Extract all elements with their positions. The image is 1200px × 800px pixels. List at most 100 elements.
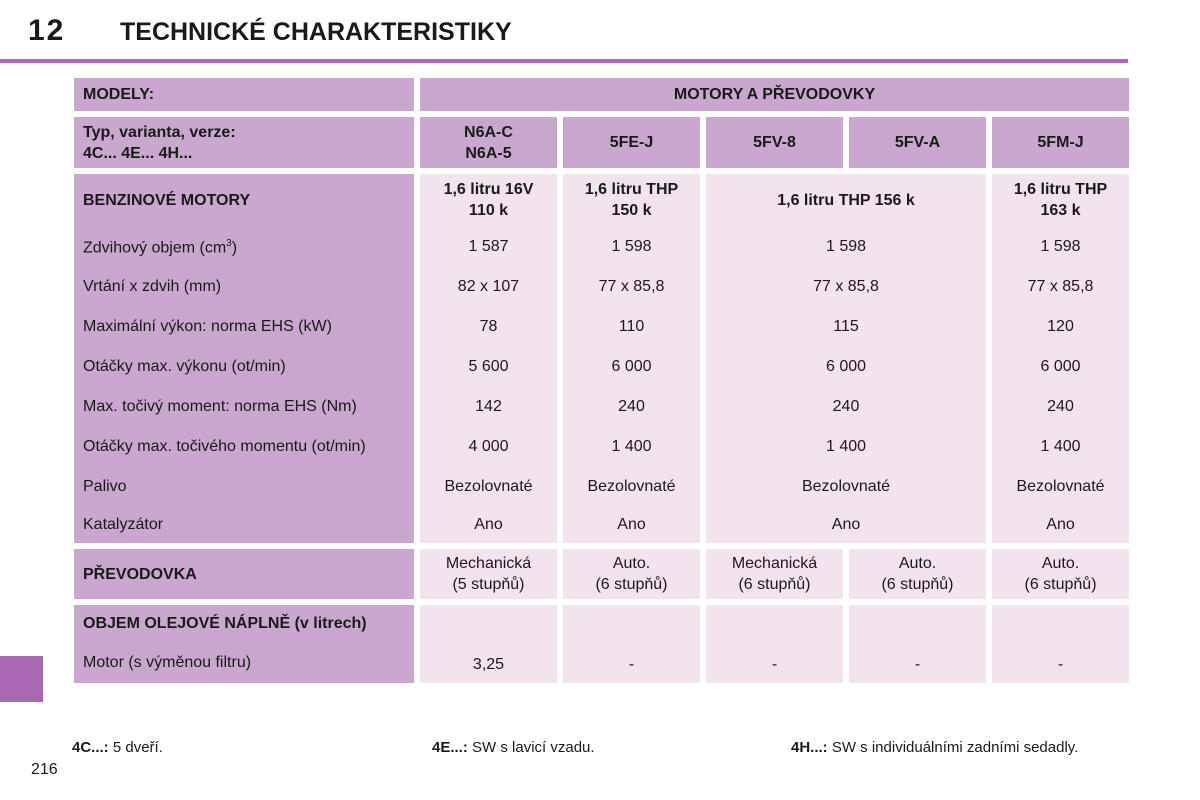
gearbox-gears: (6 stupňů) [595, 576, 668, 593]
group-label: MOTORY A PŘEVODOVKY [420, 78, 1130, 111]
row-label: Motor (s výměnou filtru) [74, 641, 414, 683]
cell-value: Ano [706, 506, 986, 543]
type-code: N6A-C [464, 123, 513, 141]
chapter-number: 12 [28, 14, 66, 47]
type-code: N6A-5 [465, 144, 512, 162]
gearbox-cell: Auto. (6 stupňů) [849, 549, 986, 599]
cell-value: 1 587 [420, 226, 557, 266]
cell-value: Ano [420, 506, 557, 543]
table-row: Vrtání x zdvih (mm) 82 x 107 77 x 85,8 7… [74, 266, 1130, 306]
row-label: Otáčky max. točivého momentu (ot/min) [74, 426, 414, 466]
page-number: 216 [31, 761, 58, 778]
cell-value: Ano [563, 506, 700, 543]
oil-capacity-header-row: OBJEM OLEJOVÉ NÁPLNĚ (v litrech) 3,25 - … [74, 605, 1130, 683]
type-code: 5FV-A [849, 117, 986, 168]
table-row: Zdvihový objem (cm3) 1 587 1 598 1 598 1… [74, 226, 1130, 266]
cell-value: 4 000 [420, 426, 557, 466]
oil-value: 3,25 [420, 605, 557, 683]
type-code-cell: N6A-C N6A-5 [420, 117, 557, 168]
cell-value: 1 400 [992, 426, 1130, 466]
cell-value: 5 600 [420, 346, 557, 386]
footnote: 4E...: SW s lavicí vzadu. [432, 739, 595, 756]
cell-value: 77 x 85,8 [706, 266, 986, 306]
cell-value: 1 598 [563, 226, 700, 266]
cell-value: 240 [706, 386, 986, 426]
type-label-line: 4C... 4E... 4H... [83, 144, 193, 162]
gearbox-type: Auto. [898, 555, 937, 572]
title-divider [0, 59, 1128, 63]
cell-value: 77 x 85,8 [563, 266, 700, 306]
gearbox-cell: Mechanická (5 stupňů) [420, 549, 557, 599]
chapter-side-tab [0, 656, 43, 702]
petrol-engines-row: BENZINOVÉ MOTORY 1,6 litru 16V 110 k 1,6… [74, 174, 1130, 226]
type-code: 5FV-8 [706, 117, 843, 168]
footnote: 4H...: SW s individuálními zadními sedad… [791, 739, 1078, 756]
cell-value: 142 [420, 386, 557, 426]
footnote-key: 4H...: [791, 739, 828, 756]
engine-name: 1,6 litru THP [1013, 181, 1108, 198]
gearbox-row: PŘEVODOVKA Mechanická (5 stupňů) Auto. (… [74, 549, 1130, 599]
cell-value: 240 [992, 386, 1130, 426]
gearbox-gears: (6 stupňů) [881, 576, 954, 593]
superscript: 3 [226, 238, 232, 250]
cell-value: 6 000 [706, 346, 986, 386]
gearbox-label: PŘEVODOVKA [74, 549, 414, 599]
engine-cell: 1,6 litru 16V 110 k [420, 174, 557, 226]
footnote-text: 5 dveří. [108, 739, 163, 756]
gearbox-cell: Auto. (6 stupňů) [992, 549, 1130, 599]
cell-value: 6 000 [992, 346, 1130, 386]
footnote-text: SW s lavicí vzadu. [467, 739, 595, 756]
row-label: Maximální výkon: norma EHS (kW) [74, 306, 414, 346]
cell-value: 6 000 [563, 346, 700, 386]
engine-cell: 1,6 litru THP 156 k [706, 174, 986, 226]
cell-value: Bezolovnaté [563, 466, 700, 506]
type-code: 5FE-J [563, 117, 700, 168]
gearbox-gears: (5 stupňů) [452, 576, 525, 593]
gearbox-type: Auto. [1041, 555, 1080, 572]
row-label: Vrtání x zdvih (mm) [74, 266, 414, 306]
gearbox-cell: Mechanická (6 stupňů) [706, 549, 843, 599]
engine-cell: 1,6 litru THP 150 k [563, 174, 700, 226]
table-row: Palivo Bezolovnaté Bezolovnaté Bezolovna… [74, 466, 1130, 506]
cell-value: 120 [992, 306, 1130, 346]
footnote-key: 4C...: [72, 739, 109, 756]
gearbox-gears: (6 stupňů) [738, 576, 811, 593]
cell-value: 82 x 107 [420, 266, 557, 306]
table-row: Maximální výkon: norma EHS (kW) 78 110 1… [74, 306, 1130, 346]
footnote: 4C...: 5 dveří. [72, 739, 163, 756]
row-label: Zdvihový objem (cm3) [74, 226, 414, 266]
petrol-engines-label: BENZINOVÉ MOTORY [74, 174, 414, 226]
type-label-line: Typ, varianta, verze: [83, 123, 236, 141]
engine-power: 163 k [1040, 202, 1081, 219]
engine-cell: 1,6 litru THP 163 k [992, 174, 1130, 226]
cell-value: 78 [420, 306, 557, 346]
cell-value: 1 598 [992, 226, 1130, 266]
cell-value: Bezolovnaté [992, 466, 1130, 506]
gearbox-type: Auto. [612, 555, 651, 572]
cell-value: 110 [563, 306, 700, 346]
row-label-text: Zdvihový objem (cm [83, 239, 227, 257]
oil-value: - [706, 605, 843, 683]
oil-capacity-label: OBJEM OLEJOVÉ NÁPLNĚ (v litrech) [74, 605, 414, 641]
footnote-text: SW s individuálními zadními sedadly. [827, 739, 1079, 756]
type-label: Typ, varianta, verze: 4C... 4E... 4H... [74, 117, 414, 168]
gearbox-gears: (6 stupňů) [1024, 576, 1097, 593]
cell-value: 240 [563, 386, 700, 426]
gearbox-cell: Auto. (6 stupňů) [563, 549, 700, 599]
footnote-key: 4E...: [432, 739, 468, 756]
cell-value: Bezolovnaté [420, 466, 557, 506]
type-code: 5FM-J [992, 117, 1130, 168]
cell-value: Bezolovnaté [706, 466, 986, 506]
type-row: Typ, varianta, verze: 4C... 4E... 4H... … [74, 117, 1130, 168]
cell-value: 1 400 [706, 426, 986, 466]
engine-power: 110 k [468, 202, 509, 219]
cell-value: 77 x 85,8 [992, 266, 1130, 306]
row-label: Katalyzátor [74, 506, 414, 543]
gearbox-type: Mechanická [445, 555, 532, 572]
gearbox-type: Mechanická [731, 555, 818, 572]
specs-table: MODELY: MOTORY A PŘEVODOVKY Typ, variant… [68, 78, 1135, 683]
oil-capacity-row: Motor (s výměnou filtru) [74, 641, 1129, 683]
models-label: MODELY: [74, 78, 414, 111]
table-header-row: MODELY: MOTORY A PŘEVODOVKY [74, 78, 1130, 111]
row-label-text: ) [231, 239, 238, 257]
